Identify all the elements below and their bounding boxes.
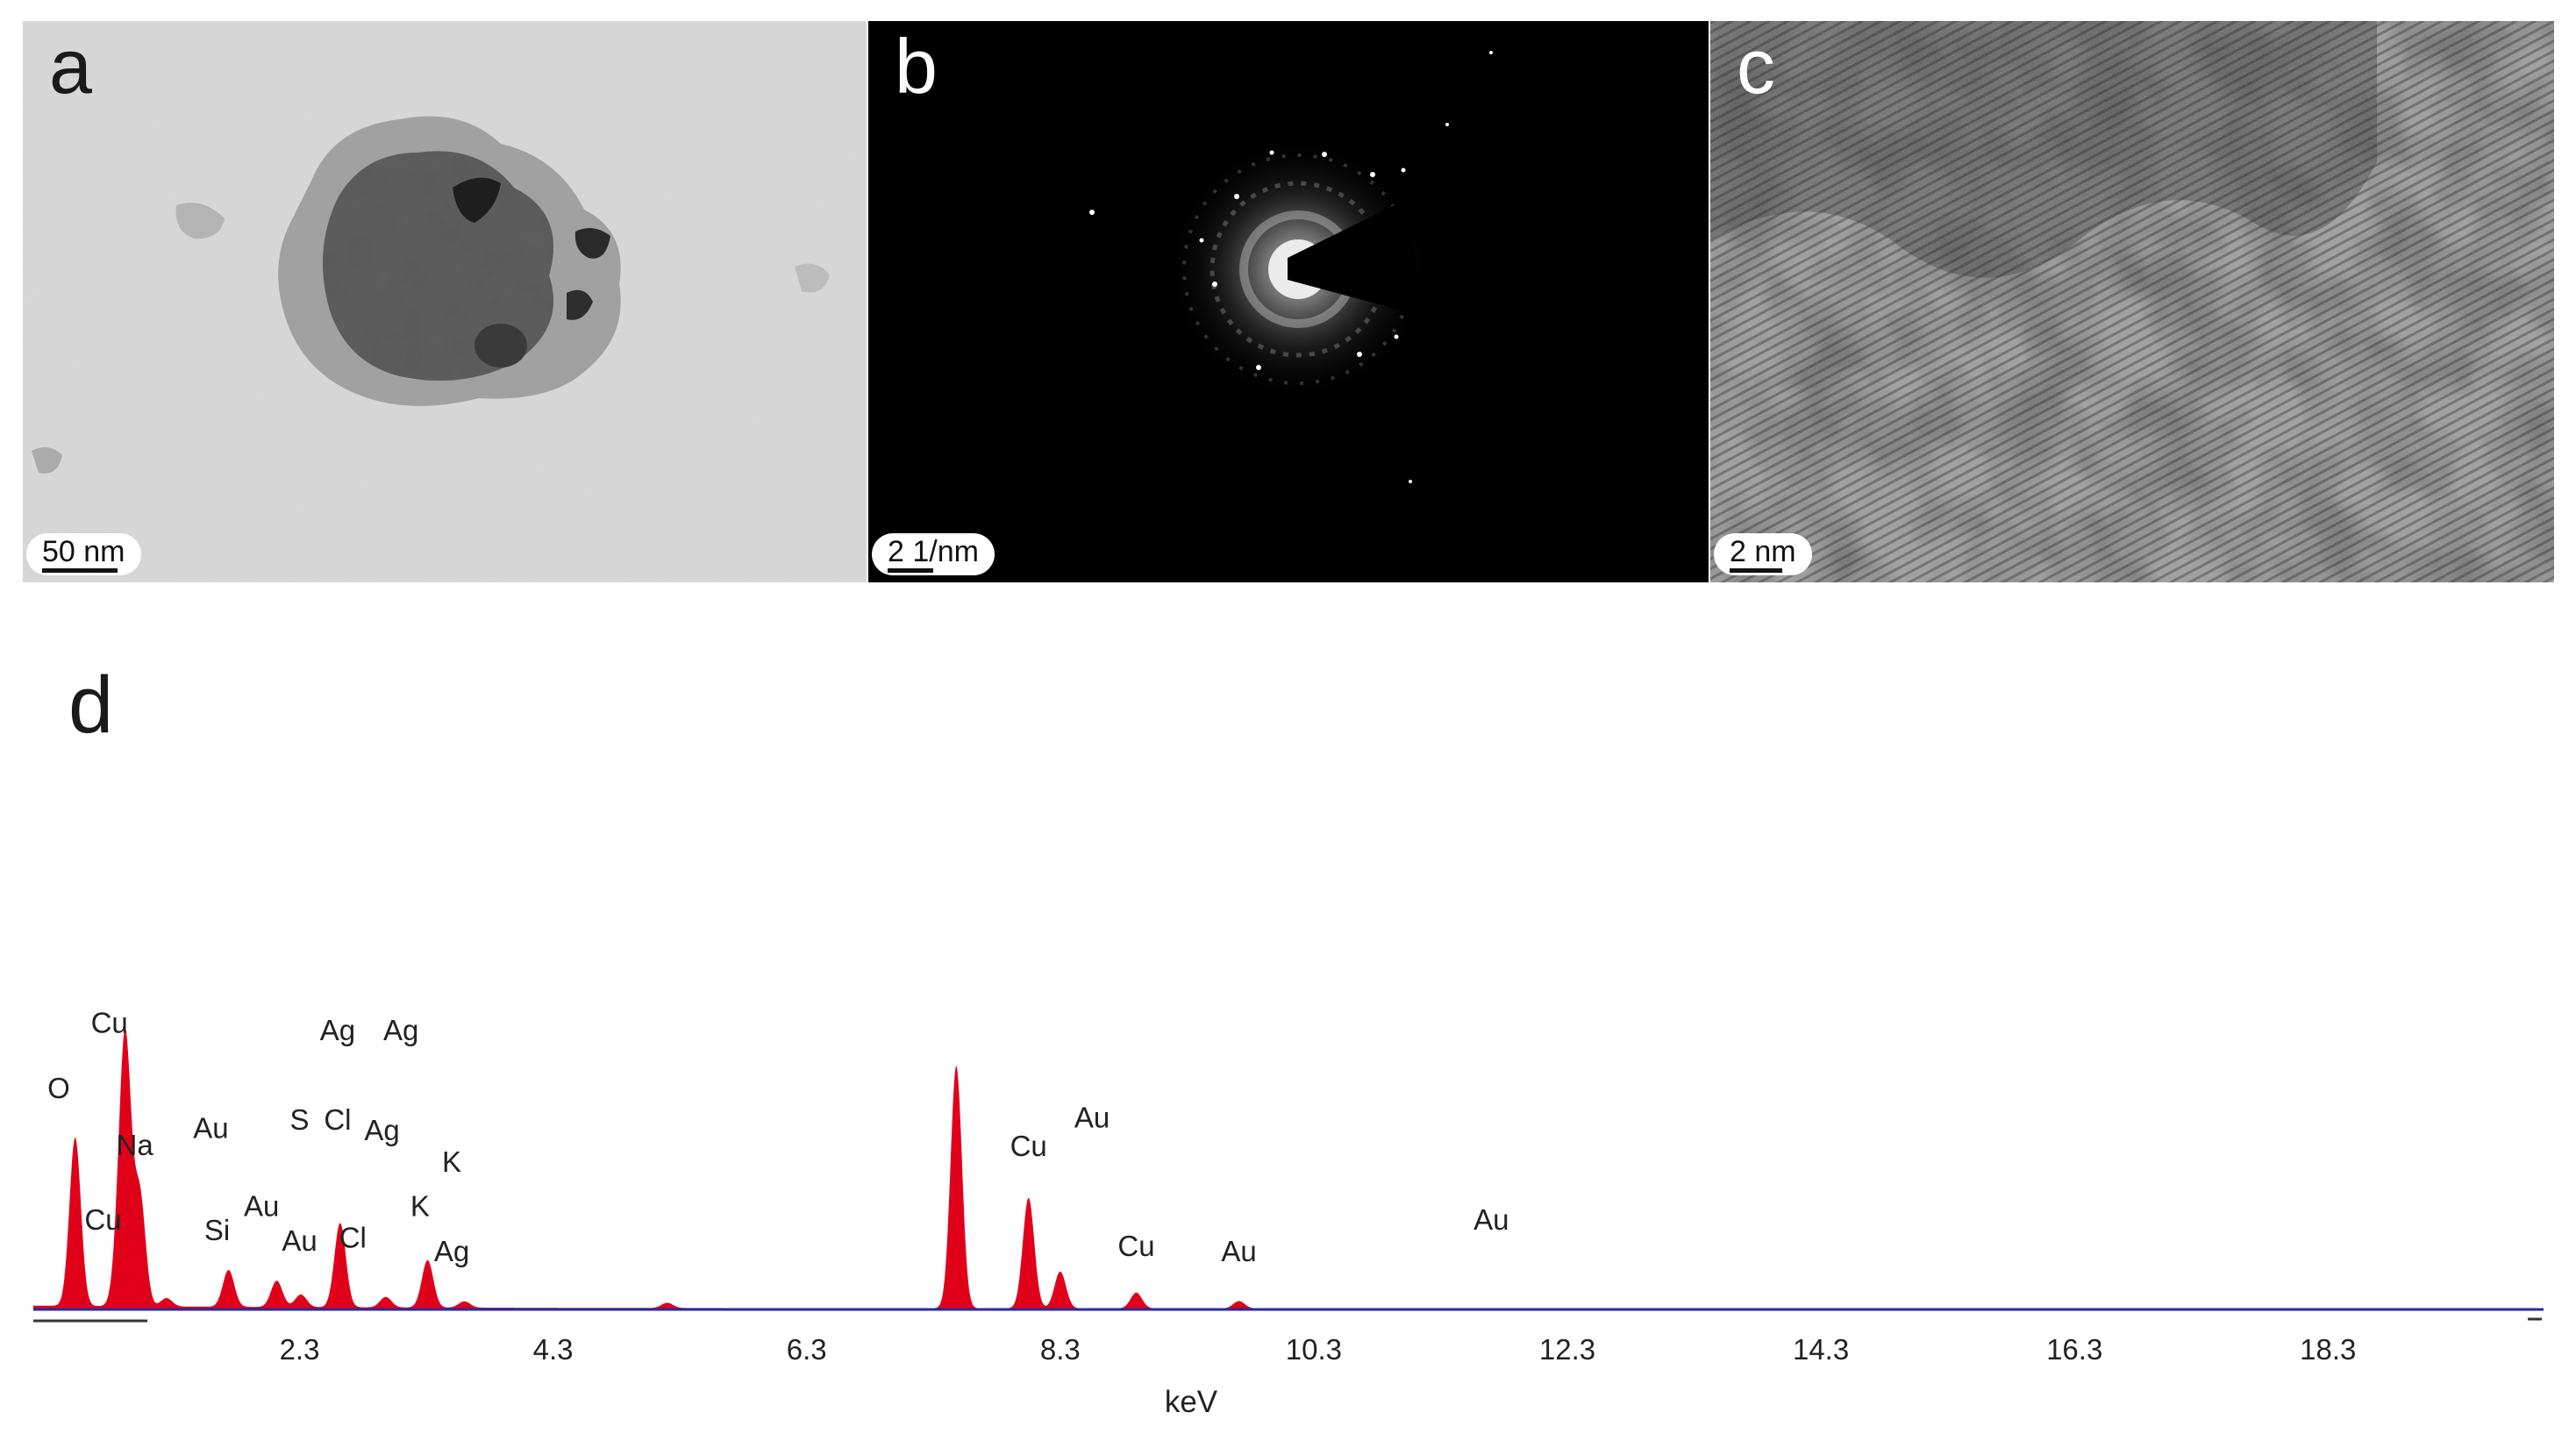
x-tick-label: 12.3 — [1539, 1333, 1595, 1366]
peak-label: Ag — [320, 1014, 355, 1046]
peak-label: Cu — [1117, 1230, 1154, 1262]
peak-label: Cu — [84, 1203, 121, 1236]
spectrum-layer — [33, 1028, 2544, 1309]
x-tick-label: 16.3 — [2046, 1333, 2102, 1366]
x-axis: 2.3 4.3 6.3 8.3 10.3 12.3 14.3 16.3 18.3 — [33, 1308, 2544, 1366]
peak-label: Au — [282, 1224, 317, 1257]
peak-label: K — [410, 1189, 430, 1222]
panel-a-tem-image: a 50 nm — [23, 21, 867, 582]
tem-micrograph — [23, 21, 867, 582]
eds-spectrum-chart: 2.34.36.38.310.312.314.316.318.3 OCuMgNa… — [33, 1009, 2544, 1419]
peak-label: Au — [244, 1189, 279, 1222]
peak-label: Ag — [364, 1114, 399, 1146]
peak-label: Ag — [383, 1014, 418, 1046]
peak-label: O — [47, 1072, 70, 1104]
peak-label: Na — [117, 1129, 154, 1161]
x-tick-label: 8.3 — [1040, 1333, 1081, 1366]
scale-label-b: 2 1/nm — [888, 534, 979, 568]
hrtem-micrograph — [1710, 21, 2554, 582]
panel-label-b: b — [895, 23, 938, 110]
peak-label: Si — [204, 1214, 230, 1246]
peak-label: Cl — [339, 1221, 367, 1253]
x-tick-label: 4.3 — [533, 1333, 574, 1366]
peak-label: Cu — [91, 1009, 128, 1039]
peak-label: Au — [1221, 1235, 1256, 1267]
peak-label: Ag — [434, 1235, 469, 1267]
peak-label: Au — [193, 1112, 228, 1145]
x-tick-label: 14.3 — [1793, 1333, 1849, 1366]
panel-label-d: d — [68, 660, 114, 750]
x-tick-label: 18.3 — [2300, 1333, 2356, 1366]
spectrum-area — [33, 1028, 2544, 1309]
scale-line-a — [42, 567, 118, 573]
scale-line-c — [1730, 567, 1782, 573]
x-tick-label: 6.3 — [787, 1333, 827, 1366]
peak-label: Au — [1474, 1203, 1509, 1236]
scale-label-c: 2 nm — [1730, 534, 1796, 568]
x-axis-label: keV — [1165, 1385, 1218, 1419]
scale-bar-c: 2 nm — [1714, 533, 1812, 575]
peak-annotations: OCuMgNaCuAuSiSClAgAgAgAuAuClKKAgCuAuCuAu… — [47, 1009, 1509, 1267]
panel-c-hrtem-image: c 2 nm — [1710, 21, 2554, 582]
peak-label: Cu — [1010, 1130, 1047, 1162]
peak-label: Au — [1074, 1102, 1110, 1134]
peak-label: Cl — [324, 1103, 351, 1136]
panel-label-a: a — [49, 23, 92, 110]
x-tick-label: 2.3 — [280, 1333, 320, 1366]
diffraction-image — [868, 21, 1709, 582]
peak-label: K — [442, 1145, 461, 1178]
panel-label-c: c — [1737, 23, 1775, 110]
scale-label-a: 50 nm — [42, 534, 125, 568]
scale-bar-a: 50 nm — [26, 533, 141, 575]
panel-b-diffraction-pattern: b 2 1/nm — [868, 21, 1709, 582]
x-tick-label: 10.3 — [1286, 1333, 1342, 1366]
peak-label: S — [289, 1103, 309, 1136]
scale-line-b — [888, 567, 933, 573]
scale-bar-b: 2 1/nm — [872, 533, 995, 575]
